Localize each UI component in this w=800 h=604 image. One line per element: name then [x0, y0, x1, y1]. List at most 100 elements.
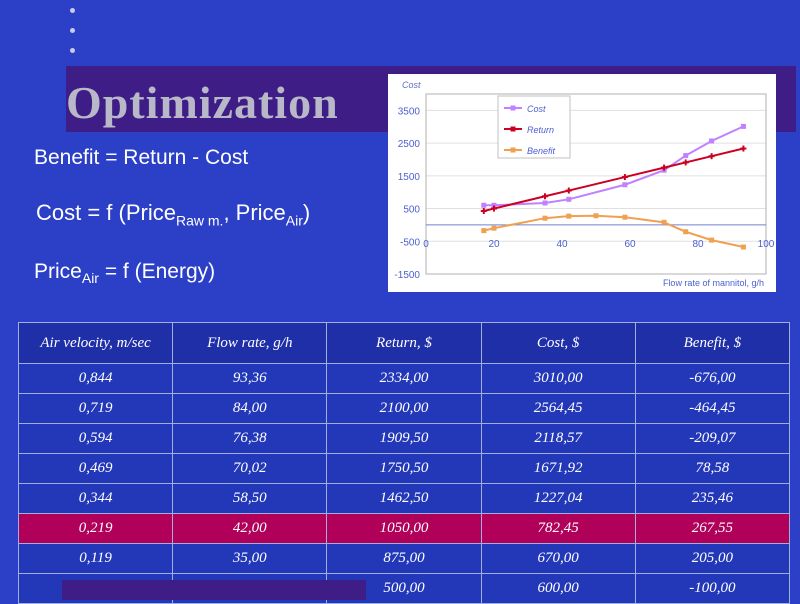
table-row: 0,119 35,00 875,00 670,00 205,00 [17, 543, 791, 574]
data-point [481, 228, 487, 234]
data-table: Air velocity, m/sec Flow rate, g/h Return,… [17, 322, 791, 604]
table-row: 0,594 76,38 1909,50 2118,57 -209,07 [17, 423, 791, 454]
table-cell: 42,00 [172, 513, 328, 544]
y-tick-label: -1500 [394, 270, 420, 281]
table-cell: 2118,57 [480, 423, 636, 454]
table-cell: 35,00 [172, 543, 328, 574]
data-point [593, 213, 599, 219]
bullet-dot [70, 48, 75, 53]
price-formula: PriceAir = f (Energy) [34, 260, 215, 286]
table-cell: -464,45 [634, 393, 791, 424]
price-formula-main: Price [34, 260, 82, 283]
table-cell: 1671,92 [480, 453, 636, 484]
data-point [661, 219, 667, 225]
table-cell: 2334,00 [326, 363, 482, 394]
table-cell: 58,50 [172, 483, 328, 514]
cost-formula-main: Cost = f (Price [36, 200, 176, 225]
data-point [709, 237, 715, 243]
data-point [491, 225, 497, 231]
cost-formula-sub-raw: Raw m. [175, 212, 224, 229]
cost-formula-sub-air: Air [285, 212, 303, 229]
line-chart: Cost 3500 2500 1500 500 -500 -1500 0 20 40 60 80 100… [388, 74, 776, 292]
x-tick-label: 20 [488, 239, 500, 250]
table-cell: 84,00 [172, 393, 328, 424]
y-tick-label: 500 [403, 205, 420, 216]
table-cell: 0,719 [17, 393, 174, 424]
bottom-band [62, 580, 366, 600]
data-point [542, 200, 548, 206]
data-point [683, 229, 689, 235]
table-header-cell: Flow rate, g/h [172, 322, 328, 364]
plot-frame [425, 93, 767, 275]
data-point [740, 123, 746, 129]
legend-label: Return [527, 125, 554, 135]
data-point [683, 153, 689, 159]
data-point [566, 213, 572, 219]
data-point [542, 215, 548, 221]
legend-label: Benefit [527, 146, 556, 156]
table-cell: 1227,04 [480, 483, 636, 514]
x-tick-label: 0 [423, 239, 429, 250]
table-row: 0,344 58,50 1462,50 1227,04 235,46 [17, 483, 791, 514]
table-cell: 76,38 [172, 423, 328, 454]
legend-marker [510, 126, 516, 132]
cost-formula-mid: , Price [223, 200, 286, 225]
data-point [491, 202, 497, 208]
table-cell: 2100,00 [326, 393, 482, 424]
table-cell: 0,469 [17, 453, 174, 484]
table-cell: 600,00 [480, 573, 636, 604]
data-point [709, 138, 715, 144]
table-row: 0,844 93,36 2334,00 3010,00 -676,00 [17, 363, 791, 394]
table-header-cell: Air velocity, m/sec [17, 322, 174, 364]
x-tick-label: 80 [692, 239, 704, 250]
table-cell: -209,07 [634, 423, 791, 454]
data-table-wrap: Air velocity, m/sec Flow rate, g/h Return,… [17, 322, 791, 604]
table-cell: 0,219 [17, 513, 174, 544]
x-tick-label: 100 [758, 239, 775, 250]
table-cell: 2564,45 [480, 393, 636, 424]
table-cell: 93,36 [172, 363, 328, 394]
table-cell: 1750,50 [326, 453, 482, 484]
table-cell: 0,119 [17, 543, 174, 574]
legend-label: Cost [527, 104, 546, 114]
table-cell: -100,00 [634, 573, 791, 604]
table-cell: 1050,00 [326, 513, 482, 544]
y-tick-label: 2500 [398, 139, 421, 150]
table-cell: 875,00 [326, 543, 482, 574]
x-tick-label: 40 [556, 239, 568, 250]
bullet-dots [68, 8, 78, 68]
y-tick-label: 3500 [398, 106, 421, 117]
series-line-benefit [483, 214, 744, 249]
bullet-dot [70, 28, 75, 33]
table-header-cell: Cost, $ [480, 322, 636, 364]
y-tick-label: 1500 [398, 172, 421, 183]
data-point [622, 214, 628, 220]
x-axis-label: Flow rate of mannitol, g/h [663, 278, 764, 288]
table-cell: 782,45 [480, 513, 636, 544]
x-tick-label: 60 [624, 239, 636, 250]
legend-box [497, 95, 571, 159]
data-point [740, 244, 746, 250]
data-point [566, 196, 572, 202]
table-row: 0,219 42,00 1050,00 782,45 267,55 [17, 513, 791, 544]
table-cell: 267,55 [634, 513, 791, 544]
table-cell: 0,844 [17, 363, 174, 394]
table-header-cell: Benefit, $ [634, 322, 791, 364]
legend-marker [510, 147, 516, 153]
table-cell: 3010,00 [480, 363, 636, 394]
price-formula-sub: Air [81, 270, 99, 287]
table-cell: 235,46 [634, 483, 791, 514]
data-point [622, 182, 628, 188]
legend-marker [510, 105, 516, 111]
table-row: 0,469 70,02 1750,50 1671,92 78,58 [17, 453, 791, 484]
slide-title: Optimization [66, 77, 339, 128]
data-point [481, 202, 487, 208]
price-formula-end: = f (Energy) [98, 260, 216, 283]
table-cell: 1909,50 [326, 423, 482, 454]
benefit-formula: Benefit = Return - Cost [34, 146, 249, 169]
table-row: 0,719 84,00 2100,00 2564,45 -464,45 [17, 393, 791, 424]
bullet-dot [70, 8, 75, 13]
table-cell: 78,58 [634, 453, 791, 484]
chart-svg: Cost 3500 2500 1500 500 -500 -1500 0 20 40 60 80 100… [394, 80, 775, 288]
table-cell: 0,594 [17, 423, 174, 454]
